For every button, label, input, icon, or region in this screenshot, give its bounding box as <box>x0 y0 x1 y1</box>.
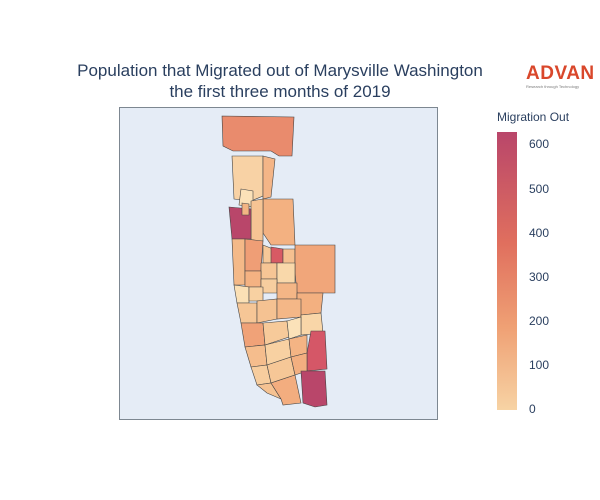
tract-mid-small-5[interactable] <box>276 282 298 300</box>
tract-lower-8[interactable] <box>286 316 302 340</box>
tract-mid-center-high[interactable] <box>270 246 284 264</box>
tract-mid-left-1[interactable] <box>231 238 246 286</box>
tract-lower-2[interactable] <box>236 302 258 324</box>
tract-mid-small-3[interactable] <box>244 270 262 288</box>
tract-mid-small-4[interactable] <box>260 278 278 294</box>
colorbar-title: Migration Out <box>497 110 570 124</box>
colorbar-tick-500: 500 <box>529 182 550 196</box>
tract-mid-small-6[interactable] <box>233 284 250 304</box>
chart-title-line-2: the first three months of 2019 <box>169 82 391 101</box>
tract-mid-east-big[interactable] <box>294 244 336 294</box>
choropleth-map[interactable] <box>120 108 437 419</box>
tract-lower-4[interactable] <box>276 298 302 320</box>
colorbar-tick-400: 400 <box>529 226 550 240</box>
colorbar-tick-0: 0 <box>529 402 536 416</box>
tract-lower-3[interactable] <box>256 298 278 324</box>
colorbar-tick-300: 300 <box>529 270 550 284</box>
advan-logo: ADVAN Research through Technology <box>526 64 598 90</box>
tract-north-mid-right[interactable] <box>262 198 296 246</box>
tract-mid-small-1[interactable] <box>260 262 278 280</box>
tract-north-upper-right[interactable] <box>262 155 276 200</box>
colorbar <box>497 132 517 410</box>
tract-south-high-2[interactable] <box>300 370 328 408</box>
tract-south-8[interactable] <box>270 374 302 406</box>
tract-mid-small-2[interactable] <box>276 262 296 284</box>
tract-south-high-1[interactable] <box>306 330 328 372</box>
logo-wordmark: ADVAN <box>526 63 595 84</box>
colorbar-tick-600: 600 <box>529 137 550 151</box>
colorbar-tick-100: 100 <box>529 358 550 372</box>
tract-north-top[interactable] <box>221 115 295 157</box>
tract-lower-6[interactable] <box>240 322 266 348</box>
logo-tagline: Research through Technology <box>526 84 580 89</box>
map-frame[interactable] <box>119 107 438 420</box>
tract-mid-small-7[interactable] <box>248 286 264 302</box>
chart-title-line-1: Population that Migrated out of Marysvil… <box>77 61 483 80</box>
tract-south-1[interactable] <box>244 344 268 368</box>
tract-north-strip[interactable] <box>250 198 264 242</box>
colorbar-tick-200: 200 <box>529 314 550 328</box>
tract-mid-left-2[interactable] <box>244 238 264 272</box>
tract-north-upper-left[interactable] <box>231 155 264 202</box>
tract-north-sliver[interactable] <box>241 202 250 216</box>
